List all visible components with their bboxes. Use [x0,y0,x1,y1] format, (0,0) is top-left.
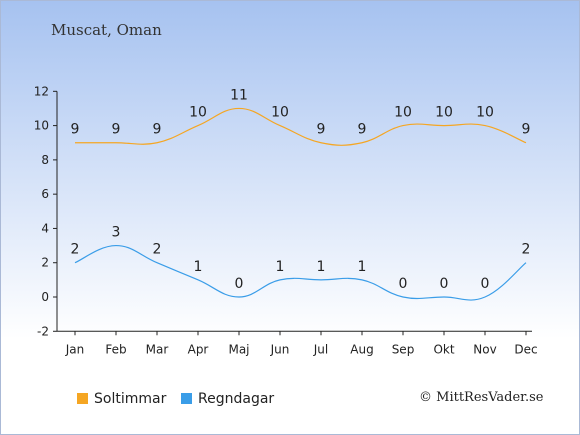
y-tick-label: 8 [41,153,49,167]
data-label-soltimmar: 9 [112,122,121,138]
x-tick-label: Aug [350,342,373,356]
data-label-soltimmar: 11 [230,87,248,103]
y-tick-label: 4 [41,221,49,235]
data-label-regndagar: 2 [522,242,531,258]
y-tick-label: 2 [41,256,49,270]
data-label-soltimmar: 9 [153,122,162,138]
source-credit: © MittResVader.se [419,390,544,405]
x-tick-label: Jan [65,342,85,356]
x-tick-label: Dec [514,342,537,356]
y-tick-label: 0 [41,290,49,304]
legend-label-soltimmar: Soltimmar [94,391,167,407]
data-label-soltimmar: 10 [435,105,453,121]
data-label-regndagar: 1 [317,259,326,275]
data-label-regndagar: 0 [440,276,449,292]
data-label-regndagar: 1 [276,259,285,275]
x-tick-label: Maj [228,342,249,356]
series-line-regndagar [74,244,527,301]
chart-title: Muscat, Oman [51,21,162,39]
y-tick-label: -2 [37,324,49,338]
data-label-regndagar: 2 [71,242,80,258]
data-label-soltimmar: 9 [71,122,80,138]
legend-swatch-regndagar [181,393,192,404]
legend-item-soltimmar: Soltimmar [77,391,166,407]
data-label-regndagar: 0 [235,276,244,292]
data-label-soltimmar: 9 [522,122,531,138]
x-tick-label: Apr [188,342,209,356]
x-tick-label: Okt [433,342,454,356]
data-label-soltimmar: 10 [271,105,289,121]
data-label-regndagar: 1 [358,259,367,275]
x-tick-label: Jul [313,342,328,356]
y-tick-label: 12 [34,84,49,98]
x-tick-label: Mar [146,342,169,356]
data-label-soltimmar: 9 [317,122,326,138]
legend-swatch-soltimmar [77,393,88,404]
y-tick-label: 10 [34,119,49,133]
data-label-regndagar: 2 [153,242,162,258]
data-label-soltimmar: 9 [358,122,367,138]
x-tick-label: Jun [270,342,290,356]
data-label-regndagar: 0 [399,276,408,292]
legend-label-regndagar: Regndagar [198,391,275,407]
x-tick-label: Nov [473,342,496,356]
y-tick-label: 6 [41,187,49,201]
data-label-soltimmar: 10 [476,105,494,121]
data-label-regndagar: 3 [112,225,121,241]
x-tick-label: Sep [392,342,415,356]
legend-item-regndagar: Regndagar [181,391,274,407]
x-tick-label: Feb [105,342,126,356]
series-line-soltimmar [74,107,527,146]
data-label-soltimmar: 10 [189,105,207,121]
data-label-regndagar: 0 [481,276,490,292]
data-label-regndagar: 1 [194,259,203,275]
data-label-soltimmar: 10 [394,105,412,121]
